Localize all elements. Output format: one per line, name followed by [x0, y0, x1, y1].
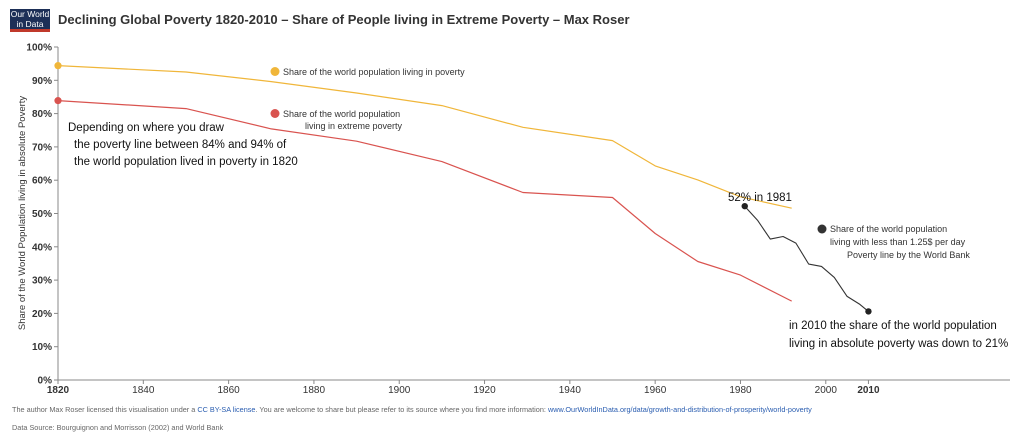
y-tick-label: 100% — [26, 43, 52, 54]
legend-label-worldbank-line3: Poverty line by the World Bank — [847, 250, 970, 260]
series-line-2 — [57, 100, 792, 302]
license-note: The author Max Roser licensed this visua… — [12, 405, 812, 414]
license-link[interactable]: CC BY-SA license — [197, 405, 256, 414]
annotation-1820-line2: the poverty line between 84% and 94% of — [74, 139, 287, 151]
legend-label-poverty: Share of the world population living in … — [283, 67, 465, 77]
y-tick-label: 10% — [32, 342, 52, 353]
x-tick-label: 1900 — [388, 385, 411, 396]
y-tick-label: 50% — [32, 209, 52, 220]
legend-dot-worldbank — [817, 224, 827, 234]
series-start-marker-1 — [54, 62, 62, 70]
legend-dot-extreme — [270, 109, 280, 118]
annotation-2010-line1: in 2010 the share of the world populatio… — [789, 320, 997, 332]
x-tick-label: 1820 — [47, 385, 70, 396]
chart-title: Declining Global Poverty 1820-2010 – Sha… — [58, 12, 630, 27]
y-tick-label: 60% — [32, 176, 52, 187]
y-tick-label: 70% — [32, 142, 52, 153]
annotation-1820-line3: the world population lived in poverty in… — [74, 156, 298, 168]
source-link[interactable]: www.OurWorldInData.org/data/growth-and-d… — [547, 405, 812, 414]
x-tick-label: 1920 — [473, 385, 496, 396]
y-tick-label: 0% — [38, 376, 53, 387]
legend-label-extreme-line1: Share of the world population — [283, 109, 400, 119]
x-tick-label: 1860 — [217, 385, 240, 396]
legend-label-worldbank-line2: living with less than 1.25$ per day — [830, 237, 966, 247]
license-text-mid: . You are welcome to share but please re… — [255, 405, 546, 414]
annotation-1820-line1: Depending on where you draw — [68, 122, 225, 134]
y-tick-label: 80% — [32, 109, 52, 120]
marker-2010 — [865, 308, 872, 315]
our-world-in-data-logo[interactable]: Our World in Data — [10, 9, 50, 32]
x-tick-label: 1880 — [303, 385, 326, 396]
series-start-marker-2 — [54, 97, 62, 105]
x-tick-label: 2000 — [815, 385, 838, 396]
y-tick-label: 40% — [32, 242, 52, 253]
x-tick-label: 1980 — [729, 385, 752, 396]
license-text-pre: The author Max Roser licensed this visua… — [12, 405, 196, 414]
marker-1981 — [741, 202, 748, 210]
y-tick-label: 30% — [32, 276, 52, 287]
series-line-3 — [744, 205, 869, 312]
annotation-2010-line2: living in absolute poverty was down to 2… — [789, 338, 1008, 350]
logo-line-1: Our World — [10, 9, 50, 19]
poverty-chart: 0% 10% 20% 30% 40% 50% 60% 70% 80% 90% 100% 1820 184… — [17, 43, 1010, 396]
x-tick-label: 2010 — [857, 385, 880, 396]
x-tick-label: 1960 — [644, 385, 667, 396]
legend-label-worldbank-line1: Share of the world population — [830, 224, 947, 234]
logo-line-2: in Data — [16, 18, 44, 29]
y-tick-label: 20% — [32, 309, 52, 320]
series-line-1 — [57, 65, 792, 209]
y-tick-label: 90% — [32, 76, 52, 87]
y-axis-label: Share of the World Population living in … — [17, 96, 28, 331]
legend-dot-poverty — [270, 67, 280, 76]
x-tick-label: 1940 — [559, 385, 582, 396]
data-source: Data Source: Bourguignon and Morrisson (… — [12, 423, 224, 432]
x-tick-label: 1840 — [132, 385, 155, 396]
legend-label-extreme-line2: living in extreme poverty — [305, 121, 403, 131]
annotation-1981: 52% in 1981 — [728, 192, 792, 204]
